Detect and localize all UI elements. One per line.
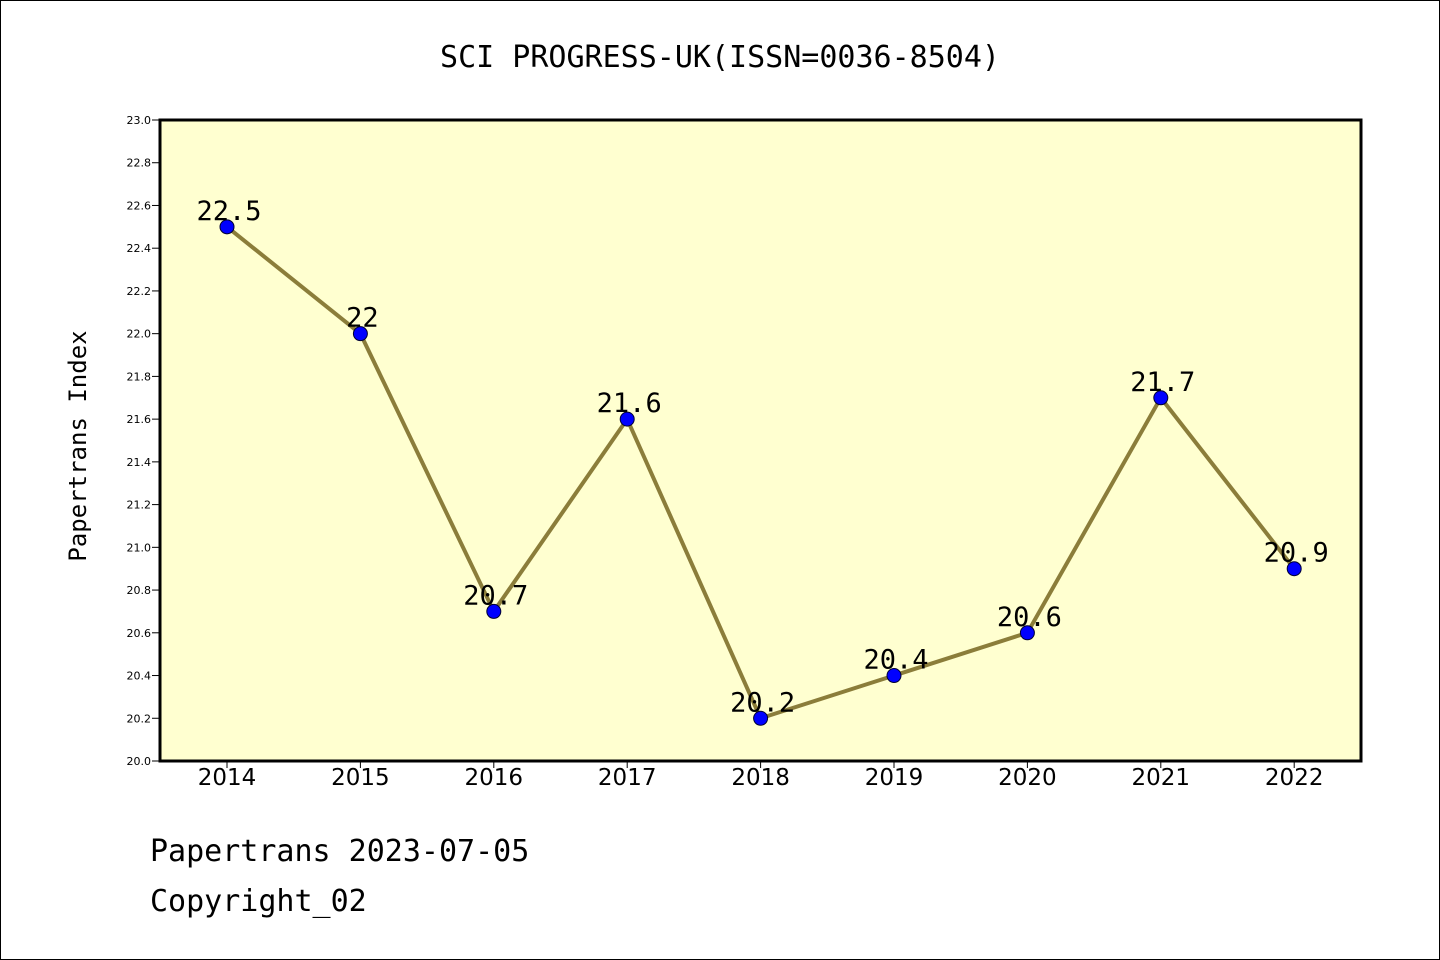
data-point [619, 411, 635, 427]
data-point [1019, 625, 1035, 641]
y-tick-label: 21.2 [127, 499, 152, 512]
x-tick-label: 2021 [1132, 765, 1191, 791]
plot-area [158, 118, 1363, 763]
data-label: 20.2 [730, 687, 795, 718]
y-tick-label: 22.0 [127, 328, 152, 341]
y-tick-label: 22.8 [127, 157, 152, 170]
x-tick-label: 2015 [331, 765, 390, 791]
footer-date: Papertrans 2023-07-05 [150, 834, 530, 869]
x-axis-ticks: 2014 2015 2016 2017 2018 2019 2020 2021 2022 [198, 761, 1324, 791]
y-tick-label: 23.0 [127, 114, 152, 127]
y-tick-label: 20.4 [127, 670, 152, 683]
y-tick-label: 20.6 [127, 627, 152, 640]
chart-title: SCI PROGRESS-UK(ISSN=0036-8504) [440, 40, 1000, 75]
x-tick-label: 2017 [598, 765, 657, 791]
data-label: 20.4 [863, 645, 928, 676]
y-tick-label: 21.4 [127, 456, 152, 469]
y-tick-label: 20.2 [127, 712, 152, 725]
data-point [486, 603, 502, 619]
y-tick-label: 21.0 [127, 541, 152, 554]
y-tick-label: 21.8 [127, 370, 152, 383]
data-label: 20.6 [997, 602, 1062, 633]
y-tick-label: 22.4 [127, 242, 152, 255]
y-tick-label: 22.6 [127, 199, 152, 212]
data-label: 22 [346, 303, 379, 334]
data-label: 20.9 [1264, 538, 1329, 569]
y-tick-label: 20.0 [127, 755, 152, 768]
x-tick-label: 2020 [998, 765, 1057, 791]
data-labels: 22.5 22 20.7 21.6 20.2 20.4 20.6 21.7 20.9 [196, 196, 1328, 718]
data-point [1153, 390, 1169, 406]
x-tick-label: 2018 [731, 765, 790, 791]
x-tick-label: 2019 [865, 765, 924, 791]
x-tick-label: 2016 [465, 765, 524, 791]
y-axis-ticks: 20.0 20.2 20.4 20.6 20.8 21.0 21.2 21.4 21.6 21.8… [127, 114, 160, 768]
footer-copyright: Copyright_02 [150, 884, 367, 919]
data-point [1286, 561, 1302, 577]
data-point [886, 668, 902, 684]
x-tick-label: 2022 [1265, 765, 1324, 791]
y-tick-label: 22.2 [127, 285, 152, 298]
data-point [753, 710, 769, 726]
y-tick-label: 21.6 [127, 413, 152, 426]
data-point [219, 219, 235, 235]
data-point [352, 326, 368, 342]
data-label: 21.7 [1130, 367, 1195, 398]
y-axis-label: Papertrans Index [64, 330, 92, 561]
x-tick-label: 2014 [198, 765, 257, 791]
data-label: 20.7 [463, 580, 528, 611]
data-label: 21.6 [597, 388, 662, 419]
y-tick-label: 20.8 [127, 584, 152, 597]
data-markers [219, 219, 1302, 726]
data-label: 22.5 [196, 196, 261, 227]
